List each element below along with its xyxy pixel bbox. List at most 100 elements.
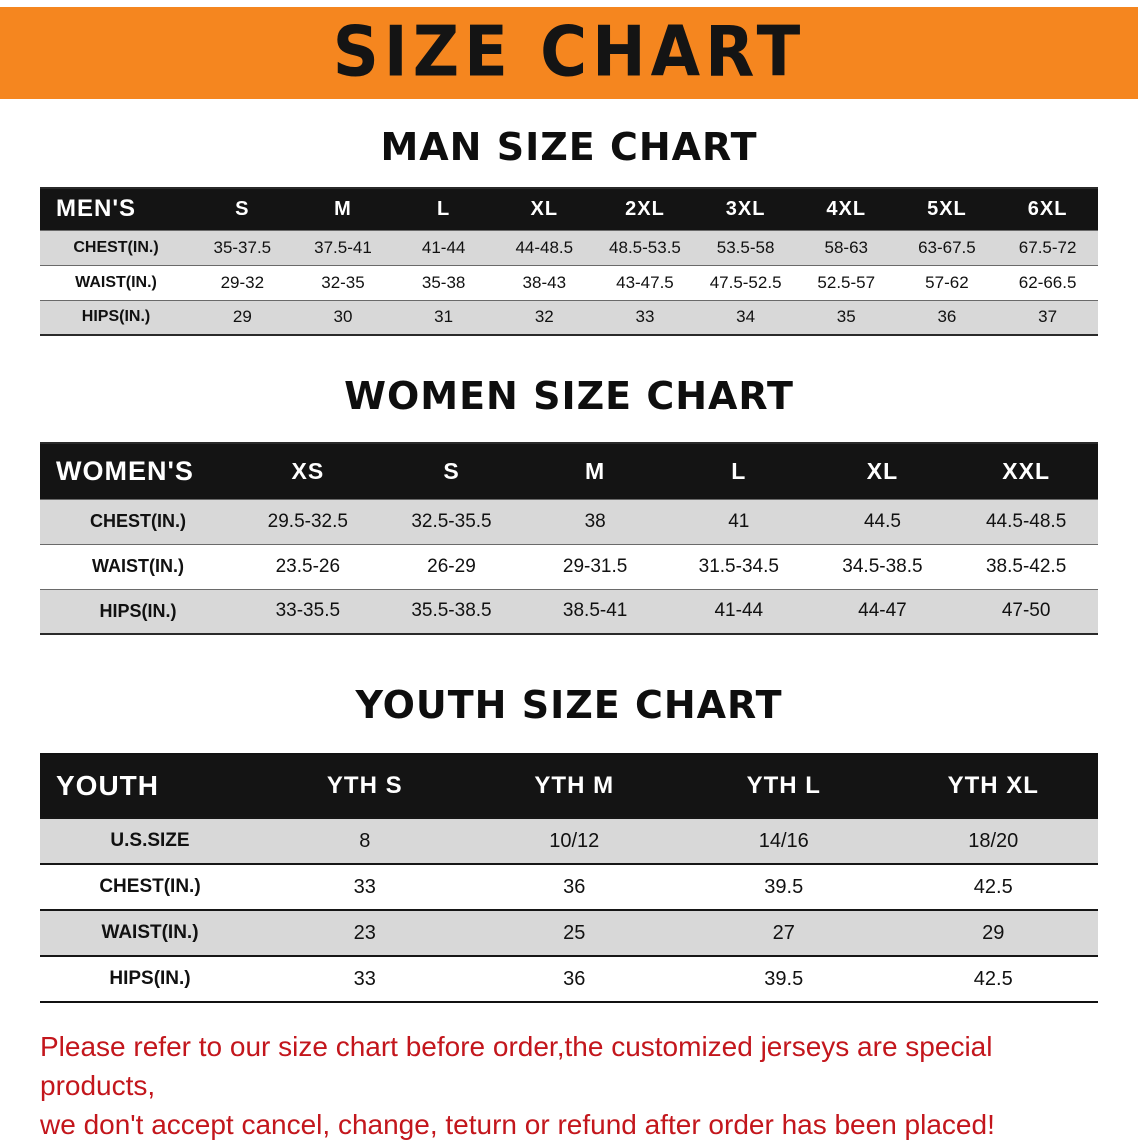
disclaimer-line-1: Please refer to our size chart before or… [40,1031,993,1101]
table-row: WAIST(IN.) 23 25 27 29 [40,909,1098,956]
value-cell: 39.5 [679,863,889,910]
value-cell: 36 [469,955,679,1002]
value-cell: 41-44 [393,229,494,265]
value-cell: 29-31.5 [523,543,667,589]
women-size-section: WOMEN SIZE CHART WOMEN'S XS S M L XL XXL CHEST(… [0,374,1138,635]
value-cell: 33 [260,863,470,910]
row-label-cell: CHEST(IN.) [40,498,236,544]
row-label-cell: HIPS(IN.) [40,588,236,634]
value-cell: 38 [523,498,667,544]
value-cell: 32-35 [292,264,394,300]
size-header-row: WOMEN'S XS S M L XL XXL [40,443,1098,499]
size-header-cell: 5XL [927,197,967,220]
table-row: HIPS(IN.) 33 36 39.5 42.5 [40,955,1098,1002]
value-cell: 32.5-35.5 [379,498,524,544]
women-section-heading: WOMEN SIZE CHART [344,374,794,418]
row-label-cell: CHEST(IN.) [40,229,192,265]
value-cell: 29.5-32.5 [236,498,380,544]
size-header-row: YOUTH YTH S YTH M YTH L YTH XL [40,754,1098,818]
value-cell: 44.5 [810,498,955,544]
value-cell: 29 [888,909,1098,956]
value-cell: 67.5-72 [997,229,1098,265]
table-row: WAIST(IN.) 23.5-26 26-29 29-31.5 31.5-34.5 34… [40,543,1098,589]
value-cell: 42.5 [888,863,1098,910]
page-title: SIZE CHART [332,13,806,93]
value-cell: 57-62 [896,264,998,300]
size-header-cell: YTH L [746,772,821,799]
value-cell: 14/16 [679,817,889,864]
table-title-cell: YOUTH [56,770,159,801]
size-header-cell: XS [291,457,325,484]
value-cell: 26-29 [379,543,524,589]
size-header-cell: 2XL [625,197,665,220]
size-header-cell: S [235,197,250,220]
table-row: HIPS(IN.) 29 30 31 32 33 34 35 36 37 [40,299,1098,335]
size-header-cell: S [443,457,460,484]
value-cell: 62-66.5 [997,264,1098,300]
value-cell: 42.5 [888,955,1098,1002]
youth-size-table: YOUTH YTH S YTH M YTH L YTH XL U.S.SIZE 8 10/12… [40,753,1098,1003]
value-cell: 41 [666,498,811,544]
value-cell: 23 [260,909,470,956]
value-cell: 63-67.5 [896,229,998,265]
value-cell: 35.5-38.5 [379,588,524,634]
value-cell: 37 [997,299,1098,335]
value-cell: 37.5-41 [292,229,394,265]
value-cell: 33 [260,955,470,1002]
size-header-cell: YTH M [534,772,615,799]
value-cell: 27 [679,909,889,956]
value-cell: 35-38 [393,264,494,300]
value-cell: 36 [896,299,998,335]
value-cell: 35-37.5 [192,229,293,265]
size-header-cell: L [731,457,747,484]
row-label-cell: CHEST(IN.) [40,863,260,910]
size-header-cell: M [585,457,606,484]
youth-section-heading: YOUTH SIZE CHART [355,683,783,727]
youth-size-section: YOUTH SIZE CHART YOUTH YTH S YTH M YTH L YTH… [0,683,1138,1003]
value-cell: 39.5 [679,955,889,1002]
title-banner: SIZE CHART [0,7,1138,99]
value-cell: 47-50 [954,588,1098,634]
value-cell: 38.5-42.5 [954,543,1098,589]
value-cell: 41-44 [666,588,811,634]
men-section-heading: MAN SIZE CHART [380,125,758,169]
value-cell: 33 [594,299,696,335]
value-cell: 44-48.5 [493,229,595,265]
table-row: CHEST(IN.) 35-37.5 37.5-41 41-44 44-48.5 48.5… [40,229,1098,265]
value-cell: 29 [192,299,293,335]
size-header-row: MEN'S S M L XL 2XL 3XL 4XL 5XL 6XL [40,188,1098,230]
size-header-cell: YTH XL [947,772,1039,799]
value-cell: 30 [292,299,394,335]
table-row: WAIST(IN.) 29-32 32-35 35-38 38-43 43-47.5 47.… [40,264,1098,300]
table-row: CHEST(IN.) 33 36 39.5 42.5 [40,863,1098,910]
size-header-cell: XL [866,457,899,484]
row-label-cell: U.S.SIZE [40,817,260,864]
row-label-cell: WAIST(IN.) [40,543,236,589]
value-cell: 25 [469,909,679,956]
size-chart-page: SIZE CHART MAN SIZE CHART MEN'S S M L XL 2XL 3… [0,7,1138,1144]
value-cell: 38.5-41 [523,588,667,634]
value-cell: 33-35.5 [236,588,380,634]
men-size-section: MAN SIZE CHART MEN'S S M L XL 2XL 3XL 4XL 5XL 6XL… [0,125,1138,336]
disclaimer-line-2: we don't accept cancel, change, teturn o… [40,1109,995,1140]
value-cell: 29-32 [192,264,293,300]
value-cell: 35 [795,299,897,335]
table-title-cell: WOMEN'S [56,455,194,486]
value-cell: 31 [393,299,494,335]
size-header-cell: L [437,197,451,220]
value-cell: 48.5-53.5 [594,229,696,265]
value-cell: 47.5-52.5 [695,264,796,300]
size-header-cell: YTH S [326,772,403,799]
value-cell: 23.5-26 [236,543,380,589]
table-title-cell: MEN'S [56,195,137,223]
value-cell: 36 [469,863,679,910]
row-label-cell: HIPS(IN.) [40,955,260,1002]
value-cell: 43-47.5 [594,264,696,300]
value-cell: 58-63 [795,229,897,265]
men-size-table: MEN'S S M L XL 2XL 3XL 4XL 5XL 6XL CHEST(IN.) 35-37… [40,187,1098,336]
disclaimer: Please refer to our size chart before or… [40,1027,1108,1144]
value-cell: 53.5-58 [695,229,796,265]
value-cell: 31.5-34.5 [666,543,811,589]
size-header-cell: 4XL [826,197,867,220]
value-cell: 38-43 [493,264,595,300]
